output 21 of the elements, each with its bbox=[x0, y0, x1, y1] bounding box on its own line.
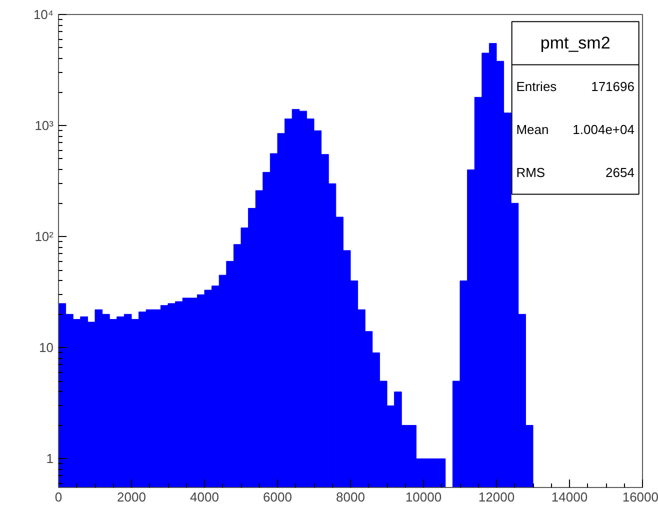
y-tick-label: 10³ bbox=[34, 118, 54, 134]
annotation: 2654 bbox=[606, 165, 634, 180]
x-tick-label: 8000 bbox=[336, 490, 365, 504]
y-tick-label: 10⁴ bbox=[33, 7, 54, 22]
x-tick-label: 16000 bbox=[622, 490, 658, 504]
x-tick-label: 12000 bbox=[478, 490, 515, 504]
annotation: Entries bbox=[516, 78, 558, 94]
text: pmt_sm2 bbox=[540, 34, 610, 53]
annotation: 171696 bbox=[591, 78, 634, 94]
x-tick-label: 2000 bbox=[117, 490, 146, 504]
x-tick-label: 4000 bbox=[190, 490, 219, 504]
x-tick-label: 6000 bbox=[263, 490, 292, 504]
annotation: Mean bbox=[516, 122, 549, 137]
y-tick-label: 10 bbox=[39, 340, 54, 356]
annotation: 1.004e+04 bbox=[572, 122, 634, 137]
x-tick-label: 10000 bbox=[405, 490, 442, 504]
x-tick-label: 0 bbox=[54, 490, 62, 504]
annotation: RMS bbox=[516, 165, 546, 180]
y-tick-label: 10² bbox=[34, 229, 54, 244]
x-tick-label: 14000 bbox=[551, 490, 588, 504]
y-tick-label: 1 bbox=[46, 451, 54, 466]
